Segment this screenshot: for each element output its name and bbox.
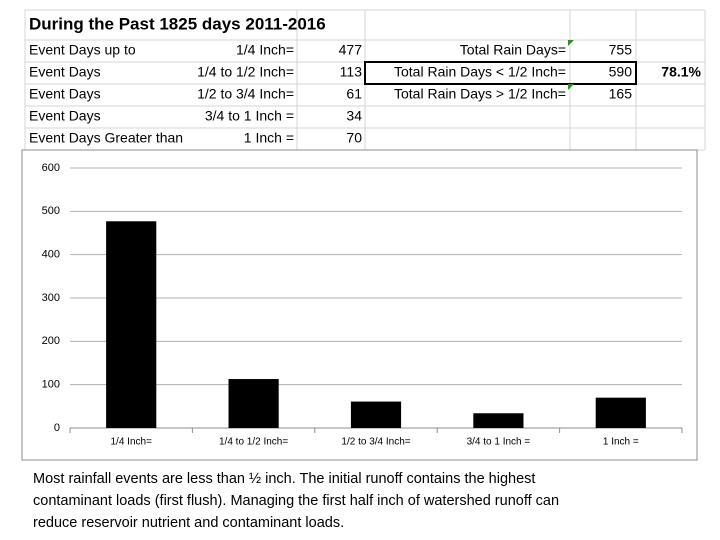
caption-line: reduce reservoir nutrient and contaminan… <box>33 515 344 531</box>
sheet-title: During the Past 1825 days 2011-2016 <box>29 14 326 33</box>
y-tick-label: 600 <box>42 162 60 174</box>
cell-range: 1 Inch = <box>244 130 294 146</box>
x-tick-label: 3/4 to 1 Inch = <box>467 437 531 448</box>
cell-range: 1/2 to 3/4 Inch= <box>197 86 294 102</box>
cell-summary-label: Total Rain Days < 1/2 Inch= <box>394 64 566 80</box>
cell-label: Event Days <box>29 86 101 102</box>
bar <box>228 379 279 428</box>
cell-label: Event Days Greater than <box>29 130 183 146</box>
cell-summary-label: Total Rain Days= <box>460 42 566 58</box>
cell-count: 61 <box>346 86 362 102</box>
cell-summary-value: 755 <box>609 42 633 58</box>
sheet-grid <box>24 9 706 151</box>
x-tick-label: 1/4 Inch= <box>110 437 152 448</box>
bar <box>473 413 524 428</box>
y-tick-label: 0 <box>54 422 60 434</box>
cell-count: 70 <box>346 130 362 146</box>
cell-range: 3/4 to 1 Inch = <box>205 108 294 124</box>
cell-label: Event Days up to <box>29 42 136 58</box>
bar <box>595 397 646 428</box>
bar <box>350 401 402 428</box>
y-tick-label: 400 <box>42 249 60 261</box>
cell-marker <box>568 84 574 90</box>
cell-range: 1/4 Inch= <box>236 42 294 58</box>
cell-count: 477 <box>339 42 363 58</box>
selected-cell <box>364 61 637 85</box>
y-tick-label: 200 <box>42 335 60 347</box>
cell-count: 34 <box>346 108 362 124</box>
cell-label: Event Days <box>29 64 101 80</box>
cell-summary-value: 165 <box>609 86 633 102</box>
cell-percent: 78.1% <box>661 64 701 80</box>
cell-range: 1/4 to 1/2 Inch= <box>197 64 294 80</box>
caption-line: contaminant loads (first flush). Managin… <box>33 493 559 509</box>
y-tick-label: 300 <box>42 292 60 304</box>
cell-summary-value: 590 <box>609 64 633 80</box>
caption-line: Most rainfall events are less than ½ inc… <box>33 471 535 487</box>
cell-marker <box>568 40 574 46</box>
cell-count: 113 <box>340 64 363 80</box>
y-tick-label: 100 <box>42 379 60 391</box>
cell-summary-label: Total Rain Days > 1/2 Inch= <box>394 86 566 102</box>
x-tick-label: 1/4 to 1/2 Inch= <box>219 437 288 448</box>
y-tick-label: 500 <box>42 205 60 217</box>
bar <box>106 221 157 428</box>
cell-label: Event Days <box>29 108 101 124</box>
x-tick-label: 1/2 to 3/4 Inch= <box>341 437 410 448</box>
x-tick-label: 1 Inch = <box>603 437 639 448</box>
